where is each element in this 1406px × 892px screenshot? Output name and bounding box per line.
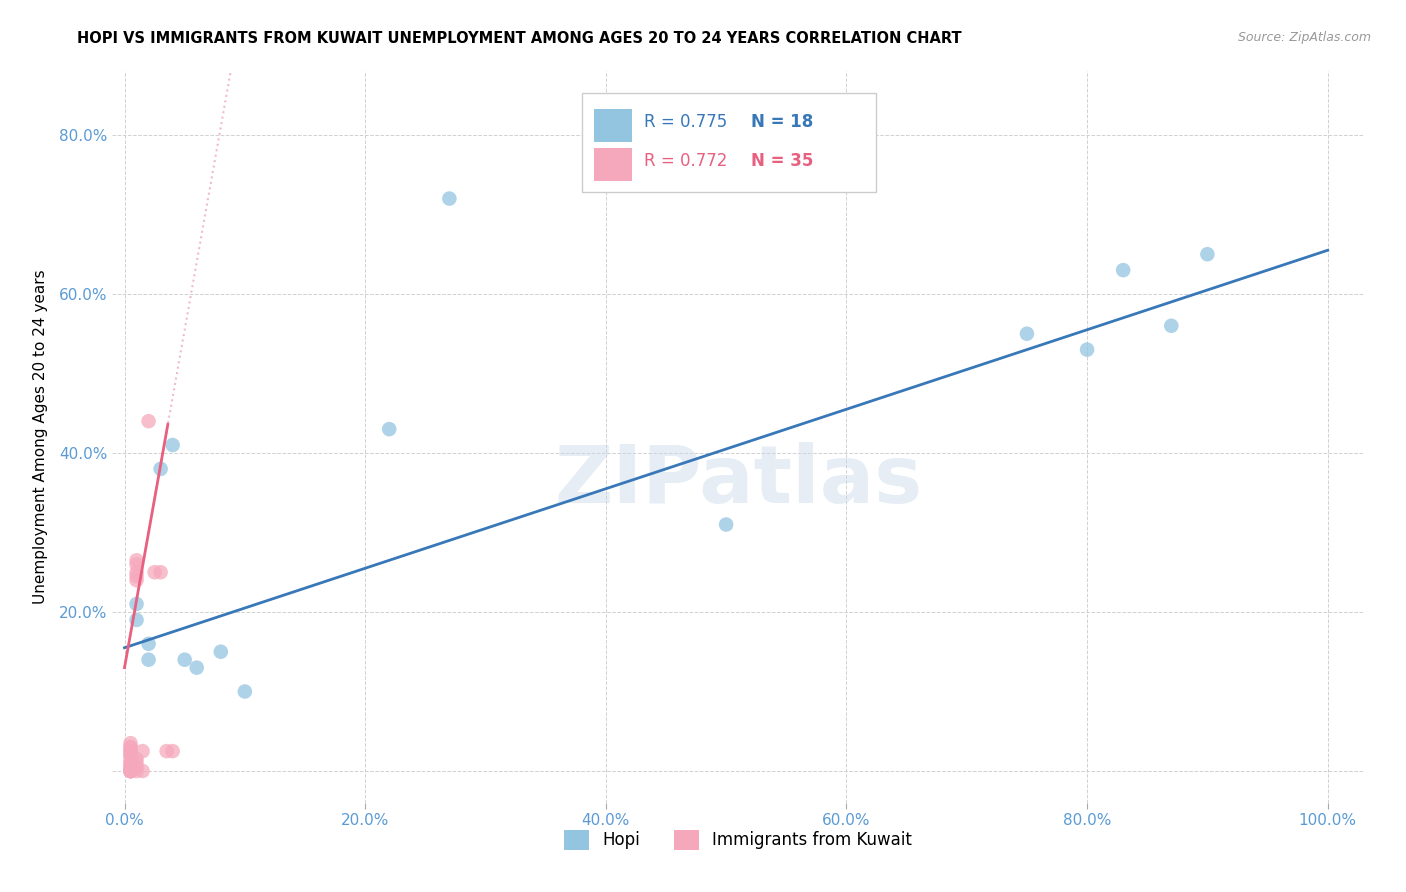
Point bbox=[173, 653, 195, 667]
Point bbox=[138, 414, 160, 428]
Point bbox=[186, 660, 208, 674]
Point bbox=[125, 597, 148, 611]
Point bbox=[120, 744, 142, 758]
Point bbox=[120, 740, 142, 755]
Point bbox=[162, 744, 184, 758]
Text: N = 35: N = 35 bbox=[751, 152, 813, 169]
Point bbox=[120, 764, 142, 778]
Point bbox=[120, 740, 142, 755]
Text: R = 0.772: R = 0.772 bbox=[644, 152, 728, 169]
Point bbox=[131, 764, 153, 778]
Point bbox=[1160, 318, 1182, 333]
Point bbox=[120, 756, 142, 770]
Text: N = 18: N = 18 bbox=[751, 113, 813, 131]
FancyBboxPatch shape bbox=[595, 148, 631, 181]
Legend: Hopi, Immigrants from Kuwait: Hopi, Immigrants from Kuwait bbox=[558, 823, 918, 856]
Text: HOPI VS IMMIGRANTS FROM KUWAIT UNEMPLOYMENT AMONG AGES 20 TO 24 YEARS CORRELATIO: HOPI VS IMMIGRANTS FROM KUWAIT UNEMPLOYM… bbox=[77, 31, 962, 46]
Point bbox=[120, 748, 142, 763]
Point bbox=[120, 764, 142, 778]
Point bbox=[378, 422, 401, 436]
Point bbox=[138, 653, 160, 667]
Point bbox=[138, 637, 160, 651]
Point bbox=[120, 764, 142, 778]
Point bbox=[1197, 247, 1219, 261]
Point bbox=[1076, 343, 1098, 357]
Point bbox=[125, 752, 148, 766]
Point bbox=[149, 566, 172, 580]
Point bbox=[125, 613, 148, 627]
Point bbox=[714, 517, 737, 532]
Point bbox=[233, 684, 256, 698]
Point bbox=[120, 764, 142, 778]
Point bbox=[120, 752, 142, 766]
Point bbox=[209, 645, 232, 659]
Point bbox=[131, 744, 153, 758]
Point bbox=[120, 764, 142, 778]
Point bbox=[120, 756, 142, 770]
Point bbox=[120, 760, 142, 774]
FancyBboxPatch shape bbox=[595, 110, 631, 143]
Point bbox=[125, 566, 148, 580]
Point bbox=[143, 566, 166, 580]
FancyBboxPatch shape bbox=[582, 94, 876, 192]
Point bbox=[120, 760, 142, 774]
Text: Source: ZipAtlas.com: Source: ZipAtlas.com bbox=[1237, 31, 1371, 45]
Text: ZIPatlas: ZIPatlas bbox=[554, 442, 922, 520]
Point bbox=[120, 764, 142, 778]
Point bbox=[125, 764, 148, 778]
Point bbox=[156, 744, 179, 758]
Point bbox=[120, 764, 142, 778]
Point bbox=[1112, 263, 1135, 277]
Point bbox=[125, 756, 148, 770]
Point bbox=[125, 569, 148, 583]
Point bbox=[120, 736, 142, 750]
Point bbox=[1015, 326, 1038, 341]
Point bbox=[125, 558, 148, 572]
Text: R = 0.775: R = 0.775 bbox=[644, 113, 727, 131]
Point bbox=[125, 760, 148, 774]
Point bbox=[125, 553, 148, 567]
Y-axis label: Unemployment Among Ages 20 to 24 years: Unemployment Among Ages 20 to 24 years bbox=[32, 269, 48, 605]
Point bbox=[162, 438, 184, 452]
Point bbox=[120, 744, 142, 758]
Point bbox=[120, 748, 142, 763]
Point bbox=[125, 573, 148, 587]
Point bbox=[439, 192, 461, 206]
Point bbox=[149, 462, 172, 476]
